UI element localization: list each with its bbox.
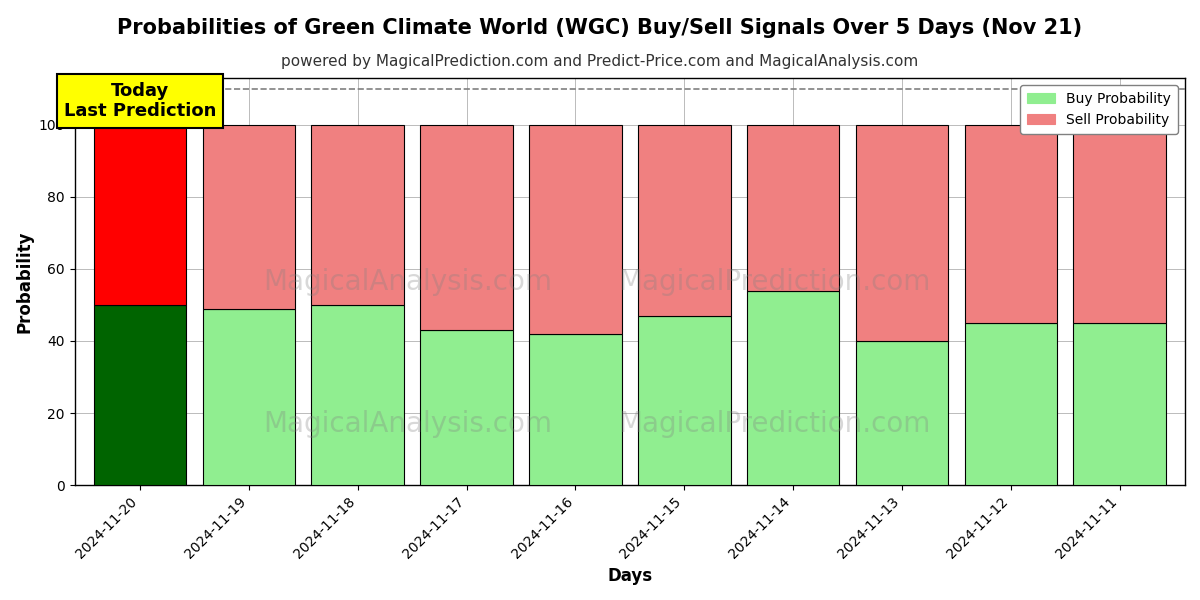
- Bar: [529, 334, 622, 485]
- Bar: [94, 125, 186, 305]
- Bar: [965, 125, 1057, 323]
- Text: Today
Last Prediction: Today Last Prediction: [64, 82, 216, 121]
- Bar: [529, 125, 622, 334]
- Bar: [203, 125, 295, 308]
- Bar: [856, 125, 948, 341]
- Text: MagicalAnalysis.com: MagicalAnalysis.com: [263, 268, 552, 296]
- Bar: [420, 330, 512, 485]
- Bar: [638, 125, 731, 316]
- Legend: Buy Probability, Sell Probability: Buy Probability, Sell Probability: [1020, 85, 1178, 134]
- Text: Probabilities of Green Climate World (WGC) Buy/Sell Signals Over 5 Days (Nov 21): Probabilities of Green Climate World (WG…: [118, 18, 1082, 38]
- Y-axis label: Probability: Probability: [16, 230, 34, 333]
- Text: MagicalPrediction.com: MagicalPrediction.com: [618, 410, 930, 438]
- Bar: [965, 323, 1057, 485]
- Bar: [856, 341, 948, 485]
- Text: powered by MagicalPrediction.com and Predict-Price.com and MagicalAnalysis.com: powered by MagicalPrediction.com and Pre…: [281, 54, 919, 69]
- Bar: [203, 308, 295, 485]
- Text: MagicalAnalysis.com: MagicalAnalysis.com: [263, 410, 552, 438]
- X-axis label: Days: Days: [607, 567, 653, 585]
- Bar: [1074, 125, 1166, 323]
- Bar: [746, 125, 839, 290]
- Bar: [312, 305, 404, 485]
- Bar: [420, 125, 512, 330]
- Bar: [638, 316, 731, 485]
- Bar: [312, 125, 404, 305]
- Bar: [94, 305, 186, 485]
- Bar: [746, 290, 839, 485]
- Text: MagicalPrediction.com: MagicalPrediction.com: [618, 268, 930, 296]
- Bar: [1074, 323, 1166, 485]
